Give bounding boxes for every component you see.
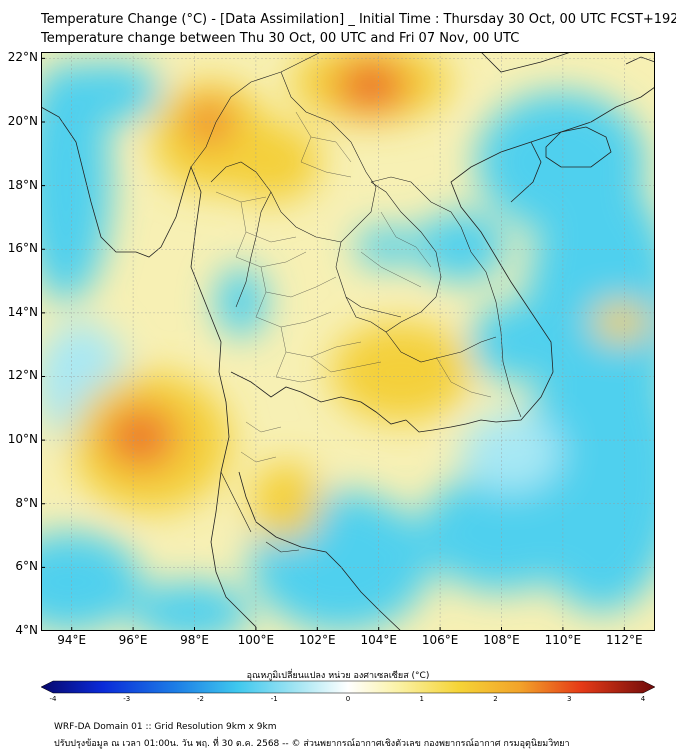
coastlines	[41, 52, 655, 631]
lon-label: 100°E	[237, 633, 275, 647]
lat-label: 6°N	[15, 559, 38, 574]
lon-label: 98°E	[180, 633, 209, 647]
colorbar-tick-label: -1	[270, 695, 278, 703]
lat-label: 18°N	[7, 177, 38, 192]
lat-label: 4°N	[15, 623, 38, 637]
lon-label: 104°E	[360, 633, 397, 647]
colorbar	[41, 680, 655, 694]
footer-update-info: ปรับปรุงข้อมูล ณ เวลา 01:00น. วัน พฤ. ที…	[54, 739, 570, 749]
lon-label: 110°E	[544, 633, 582, 647]
national-borders	[190, 52, 522, 553]
colorbar-gradient	[41, 680, 655, 694]
province-borders	[215, 111, 492, 463]
map-title-line-2: Temperature change between Thu 30 Oct, 0…	[41, 31, 520, 46]
map-frame	[41, 52, 655, 631]
lat-lon-gridlines	[41, 52, 655, 631]
temperature-field	[41, 52, 655, 631]
lat-label: 14°N	[7, 304, 38, 319]
colorbar-tick-label: 1	[419, 695, 424, 703]
colorbar-tick-label: -3	[123, 695, 131, 703]
lon-label: 94°E	[57, 633, 87, 647]
colorbar-tick-label: -2	[197, 695, 204, 703]
map-title-line-1: Temperature Change (°C) - [Data Assimila…	[41, 12, 676, 27]
colorbar-tick-label: 0	[345, 695, 351, 703]
colorbar-tick-label: -4	[49, 695, 57, 703]
lat-label: 20°N	[7, 113, 38, 128]
footer-model-info: WRF-DA Domain 01 :: Grid Resolution 9km …	[54, 722, 277, 732]
lat-label: 22°N	[7, 50, 38, 65]
lat-label: 16°N	[7, 241, 38, 256]
lon-label: 102°E	[299, 633, 336, 647]
lon-label: 108°E	[483, 633, 520, 647]
map-canvas	[41, 52, 655, 631]
lon-label: 112°E	[606, 633, 643, 647]
lon-label: 96°E	[118, 633, 148, 647]
axis-tick-marks	[41, 57, 625, 631]
lon-label: 106°E	[421, 633, 459, 647]
lat-label: 12°N	[7, 368, 38, 383]
colorbar-tick-label: 4	[640, 695, 646, 703]
colorbar-tick-label: 3	[567, 695, 572, 703]
lat-label: 10°N	[7, 432, 38, 447]
colorbar-tick-label: 2	[493, 695, 498, 703]
temperature-change-map	[41, 52, 655, 631]
colorbar-title: อุณหภูมิเปลี่ยนแปลง หน่วย องศาเซลเซียส (…	[246, 671, 430, 681]
lat-label: 8°N	[15, 495, 38, 510]
